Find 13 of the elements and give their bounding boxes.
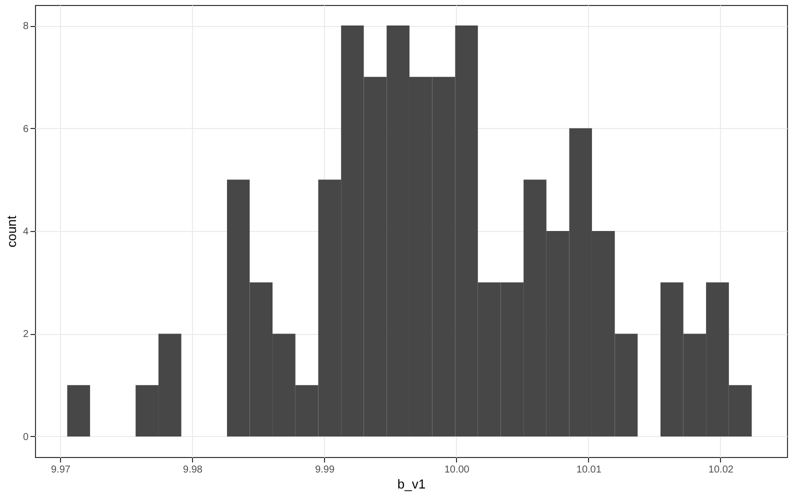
x-tick-label: 9.97 bbox=[50, 464, 71, 476]
y-tick-label: 4 bbox=[22, 226, 29, 238]
x-tick-label: 9.99 bbox=[315, 464, 335, 476]
x-tick-label: 9.98 bbox=[183, 464, 203, 476]
x-tick-label: 10.00 bbox=[444, 464, 470, 476]
x-tick-label: 10.01 bbox=[576, 464, 602, 476]
y-tick-label: 6 bbox=[22, 124, 29, 135]
y-tick-label: 0 bbox=[22, 432, 29, 443]
y-tick-label: 8 bbox=[22, 21, 29, 32]
x-axis-title: b_v1 bbox=[397, 476, 426, 492]
x-tick-label: 10.02 bbox=[708, 464, 734, 476]
y-tick-label: 2 bbox=[22, 329, 29, 340]
y-axis-title: count bbox=[4, 215, 19, 248]
